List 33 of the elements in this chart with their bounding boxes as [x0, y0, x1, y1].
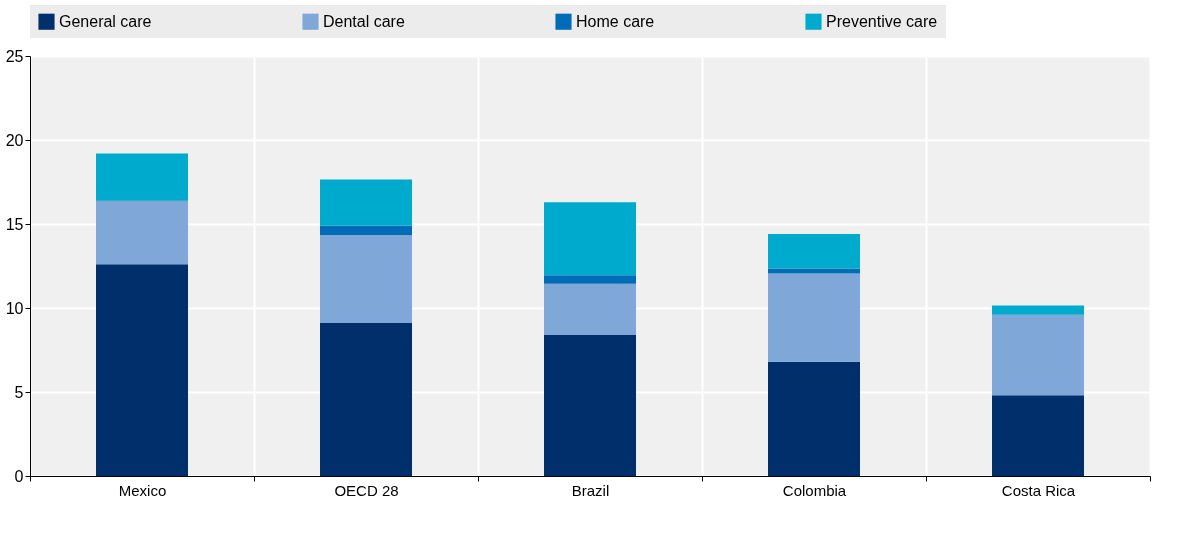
bar	[96, 153, 188, 201]
y-tick-label: 15	[5, 215, 24, 233]
bar	[992, 314, 1084, 396]
bar	[96, 264, 188, 476]
bar	[992, 305, 1084, 315]
y-tick-label: 0	[14, 467, 24, 485]
bar	[320, 225, 412, 235]
x-tick-label: Costa Rica	[1001, 481, 1076, 499]
y-tick-label: 5	[14, 383, 24, 401]
x-tick-label: Mexico	[118, 481, 167, 499]
legend-label: General care	[59, 12, 152, 30]
y-tick-label: 25	[5, 47, 24, 65]
legend-label: Home care	[576, 12, 655, 30]
legend-label: Dental care	[323, 12, 405, 30]
x-tick-label: Brazil	[571, 481, 610, 499]
y-tick-label: 20	[5, 131, 24, 149]
legend-label: Preventive care	[826, 12, 938, 30]
bar	[544, 334, 636, 476]
bar	[96, 201, 188, 265]
y-tick-label: 10	[5, 299, 24, 317]
x-tick-label: OECD 28	[334, 481, 399, 499]
bar	[992, 395, 1084, 476]
bar	[544, 202, 636, 276]
bar	[768, 268, 860, 274]
bar	[768, 273, 860, 362]
bar	[544, 275, 636, 284]
x-tick-label: Colombia	[782, 481, 847, 499]
bar	[544, 283, 636, 335]
bar	[320, 179, 412, 226]
bar	[768, 361, 860, 476]
bar	[768, 234, 860, 269]
bar	[320, 323, 412, 476]
bar	[320, 234, 412, 324]
